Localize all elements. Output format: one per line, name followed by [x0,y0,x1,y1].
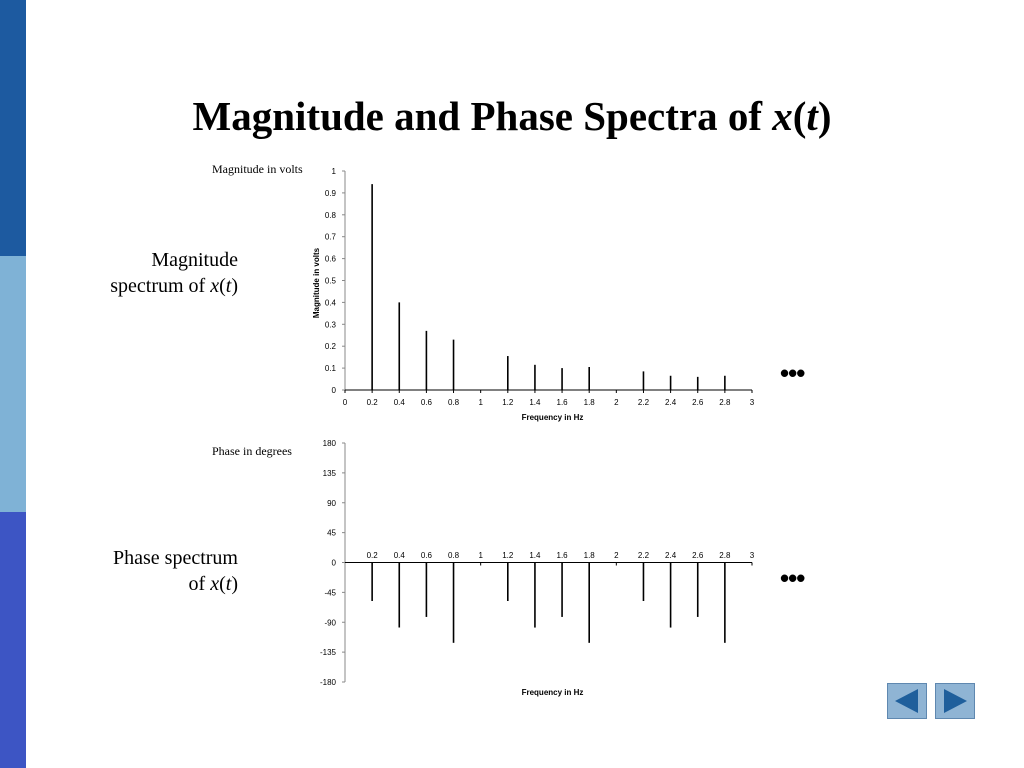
chart-1-x-tick-label: 3 [750,551,755,560]
sidebar-segment-middle [0,256,26,512]
chart-0-y-tick-label: 0.9 [325,189,337,198]
chart-0-outside-title: Magnitude in volts [212,162,303,176]
chart-0-x-tick-label: 0.2 [367,398,379,407]
phase-label-line1: Phase spectrum [113,547,238,569]
phase-spectrum-label: Phase spectrum of x(t) [113,545,238,597]
triangle-left-icon [895,689,918,713]
chart-1-x-tick-label: 2.4 [665,551,677,560]
phase-label-prefix: of [188,573,211,595]
chart-1-y-tick-label: -180 [320,678,337,687]
sidebar-decoration [0,0,26,768]
chart-0-x-tick-label: 2.6 [692,398,704,407]
chart-0-y-tick-label: 0.2 [325,342,337,351]
magnitude-label-line2: spectrum of x(t) [110,273,238,299]
chart-1-x-tick-label: 2.2 [638,551,650,560]
chart-1-y-tick-label: 45 [327,529,336,538]
chart-0-x-tick-label: 0.8 [448,398,460,407]
title-variable: x [772,93,793,139]
chart-1-x-tick-label: 0.6 [421,551,433,560]
chart-0-x-tick-label: 0 [343,398,348,407]
phase-label-paren-open: ( [219,573,226,595]
chart-0-x-tick-label: 1 [478,398,483,407]
magnitude-label-paren-close: ) [231,275,238,297]
chart-0-y-tick-label: 0.6 [325,255,337,264]
chart-1-x-tick-label: 2 [614,551,619,560]
sidebar-segment-bottom [0,512,26,768]
chart-0-y-tick-label: 0.5 [325,277,337,286]
chart-1-y-tick-label: 90 [327,499,336,508]
chart-1-x-tick-label: 1 [478,551,483,560]
magnitude-label-line1: Magnitude [151,249,238,271]
chart-0-x-tick-label: 3 [750,398,755,407]
chart-1-x-axis-title: Frequency in Hz [522,688,584,697]
chart-0-y-tick-label: 0.8 [325,211,337,220]
chart-0-y-tick-label: 0.4 [325,298,337,307]
title-paren-open: ( [792,93,807,139]
chart-0-x-tick-label: 0.4 [394,398,406,407]
chart-1-x-tick-label: 1.2 [502,551,514,560]
chart-1-y-tick-label: 180 [323,439,337,448]
chart-0-x-tick-label: 2 [614,398,619,407]
phase-label-paren-close: ) [231,573,238,595]
chart-0-x-tick-label: 1.2 [502,398,514,407]
chart-1-x-tick-label: 0.8 [448,551,460,560]
chart-1-y-tick-label: -90 [324,618,336,627]
chart-1-x-tick-label: 1.4 [529,551,541,560]
chart-1-outside-title: Phase in degrees [212,444,292,458]
magnitude-spectrum-label: Magnitude spectrum of x(t) [110,247,238,299]
magnitude-label-variable: x [210,275,220,297]
title-paren-close: ) [817,93,832,139]
sidebar-segment-top [0,0,26,256]
chart-1-y-tick-label: 135 [323,469,337,478]
phase-ellipsis: ••• [780,563,805,593]
chart-0-y-tick-label: 0.3 [325,320,337,329]
title-argument: t [806,93,818,139]
chart-1-y-tick-label: 0 [332,559,337,568]
chart-0-y-tick-label: 0.7 [325,233,337,242]
next-slide-button[interactable] [935,683,975,719]
chart-0-x-tick-label: 2.4 [665,398,677,407]
chart-0-y-tick-label: 0 [332,386,337,395]
chart-1-x-tick-label: 0.2 [367,551,379,560]
previous-slide-button[interactable] [887,683,927,719]
phase-label-argument: t [225,573,232,595]
chart-1-y-tick-label: -45 [324,588,336,597]
magnitude-label-argument: t [225,275,232,297]
chart-0-y-axis-title: Magnitude in volts [312,247,321,318]
magnitude-label-paren-open: ( [219,275,226,297]
chart-0-x-tick-label: 2.2 [638,398,650,407]
phase-label-variable: x [210,573,220,595]
chart-0-x-tick-label: 1.8 [584,398,596,407]
chart-1-x-tick-label: 2.6 [692,551,704,560]
chart-0-y-tick-label: 1 [332,167,337,176]
slide-title: Magnitude and Phase Spectra of x(t) [0,92,1024,140]
chart-1-x-tick-label: 0.4 [394,551,406,560]
chart-1-x-tick-label: 1.6 [557,551,569,560]
chart-0-y-tick-label: 0.1 [325,364,337,373]
chart-0-x-tick-label: 0.6 [421,398,433,407]
chart-0-x-axis-title: Frequency in Hz [522,413,584,422]
magnitude-label-prefix: spectrum of [110,275,211,297]
chart-0-x-tick-label: 2.8 [719,398,731,407]
phase-label-line2: of x(t) [113,571,238,597]
chart-0-x-tick-label: 1.4 [529,398,541,407]
title-text: Magnitude and Phase Spectra of [192,93,773,139]
chart-1-x-tick-label: 2.8 [719,551,731,560]
chart-0-x-tick-label: 1.6 [557,398,569,407]
chart-1-y-tick-label: -135 [320,648,337,657]
magnitude-ellipsis: ••• [780,358,805,388]
triangle-right-icon [944,689,967,713]
chart-1-x-tick-label: 1.8 [584,551,596,560]
